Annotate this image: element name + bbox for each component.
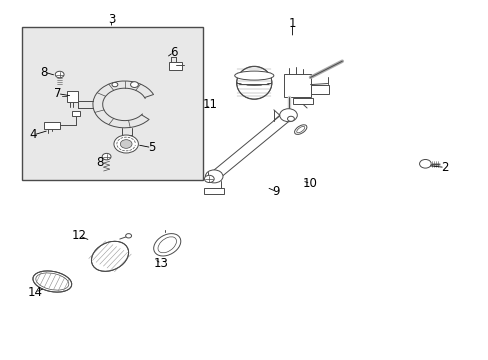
- Text: 10: 10: [303, 177, 317, 190]
- Text: 8: 8: [40, 66, 48, 78]
- Circle shape: [130, 82, 138, 87]
- Text: 2: 2: [440, 161, 448, 174]
- Ellipse shape: [91, 241, 128, 271]
- Text: 6: 6: [169, 46, 177, 59]
- Bar: [22, 27, 203, 180]
- Ellipse shape: [153, 234, 181, 256]
- Text: 4: 4: [29, 129, 37, 141]
- Text: 13: 13: [154, 257, 168, 270]
- Bar: [44, 122, 60, 129]
- Ellipse shape: [236, 67, 271, 99]
- Ellipse shape: [234, 71, 273, 80]
- Text: 7: 7: [54, 87, 61, 100]
- Circle shape: [419, 159, 430, 168]
- Circle shape: [287, 116, 294, 121]
- Ellipse shape: [294, 125, 306, 134]
- Text: 14: 14: [28, 286, 42, 299]
- Text: 8: 8: [96, 156, 104, 169]
- Circle shape: [125, 234, 131, 238]
- Circle shape: [55, 71, 64, 78]
- Circle shape: [112, 82, 118, 87]
- Text: 3: 3: [107, 13, 115, 26]
- Bar: [72, 111, 80, 116]
- Circle shape: [120, 140, 132, 148]
- Ellipse shape: [158, 237, 176, 253]
- Text: 11: 11: [203, 98, 217, 111]
- Circle shape: [204, 175, 214, 183]
- Circle shape: [279, 109, 297, 122]
- Bar: [168, 62, 182, 70]
- Bar: [67, 91, 78, 102]
- Bar: [283, 74, 310, 97]
- Bar: [310, 85, 328, 94]
- Text: 9: 9: [272, 185, 280, 198]
- Text: 5: 5: [147, 141, 155, 154]
- Text: 1: 1: [288, 17, 296, 30]
- Bar: [204, 188, 224, 194]
- Bar: [293, 98, 312, 104]
- Ellipse shape: [36, 273, 69, 290]
- Ellipse shape: [33, 271, 72, 292]
- Text: 12: 12: [72, 229, 86, 242]
- Circle shape: [205, 170, 223, 183]
- Circle shape: [102, 153, 111, 160]
- Circle shape: [114, 135, 138, 153]
- Ellipse shape: [296, 126, 304, 133]
